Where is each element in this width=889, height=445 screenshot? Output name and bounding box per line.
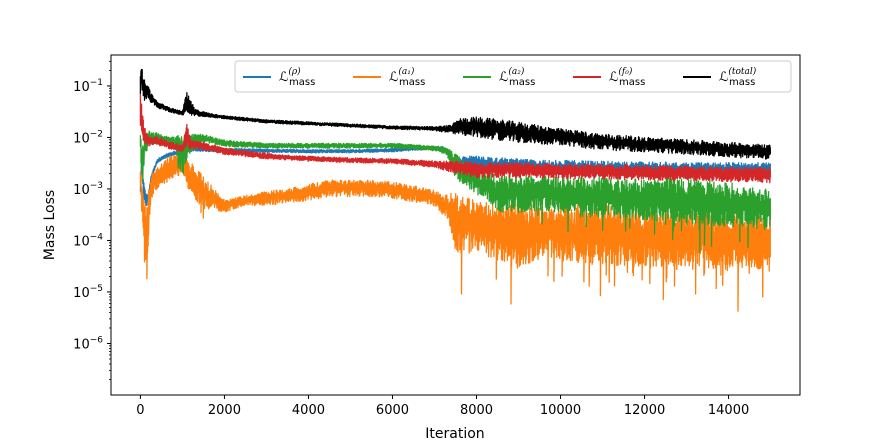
series-line: [139, 68, 771, 160]
legend-entry-subscript: mass: [509, 77, 535, 88]
legend-entry-label: ℒ(f₀): [609, 66, 633, 85]
legend-entry-subscript: mass: [399, 77, 425, 88]
y-tick-label: 10−1: [73, 78, 103, 95]
legend: ℒ(ρ)mass ℒ(a₁)mass ℒ(a₂)mass ℒ(f₀)mass ℒ(tot…: [234, 60, 792, 93]
legend-entry-label: ℒ(a₂): [499, 66, 525, 85]
x-tick-label: 0: [136, 403, 144, 418]
legend-entry-subscript: mass: [289, 77, 315, 88]
y-tick-label: 10−6: [73, 335, 103, 352]
legend-entry-label: ℒ(ρ): [279, 66, 301, 85]
series-layer: [139, 68, 771, 312]
legend-entry-subscript: mass: [729, 77, 755, 88]
x-tick-label: 4000: [292, 403, 325, 418]
x-tick-label: 2000: [208, 403, 241, 418]
x-tick-label: 12000: [624, 403, 665, 418]
x-tick-label: 14000: [708, 403, 749, 418]
y-axis: 10−6 10−5 10−4 10−3 10−2 10−1: [73, 60, 111, 380]
legend-entry-subscript: mass: [619, 77, 645, 88]
x-tick-label: 8000: [460, 403, 493, 418]
y-tick-label: 10−2: [73, 129, 103, 146]
legend-entry-label: ℒ(a₁): [389, 66, 415, 85]
x-tick-label: 10000: [540, 403, 581, 418]
y-tick-label: 10−5: [73, 284, 103, 301]
x-axis: 0 2000 4000 6000 8000 10000 12000 14000: [136, 395, 749, 418]
y-axis-label: Mass Loss: [42, 190, 58, 260]
x-axis-label: Iteration: [425, 426, 484, 442]
x-tick-label: 6000: [376, 403, 409, 418]
legend-entry-label: ℒ(total): [719, 66, 757, 85]
legend-box: [234, 60, 792, 93]
series-line: [139, 92, 771, 184]
y-tick-label: 10−3: [73, 181, 103, 198]
y-tick-label: 10−4: [73, 232, 103, 249]
